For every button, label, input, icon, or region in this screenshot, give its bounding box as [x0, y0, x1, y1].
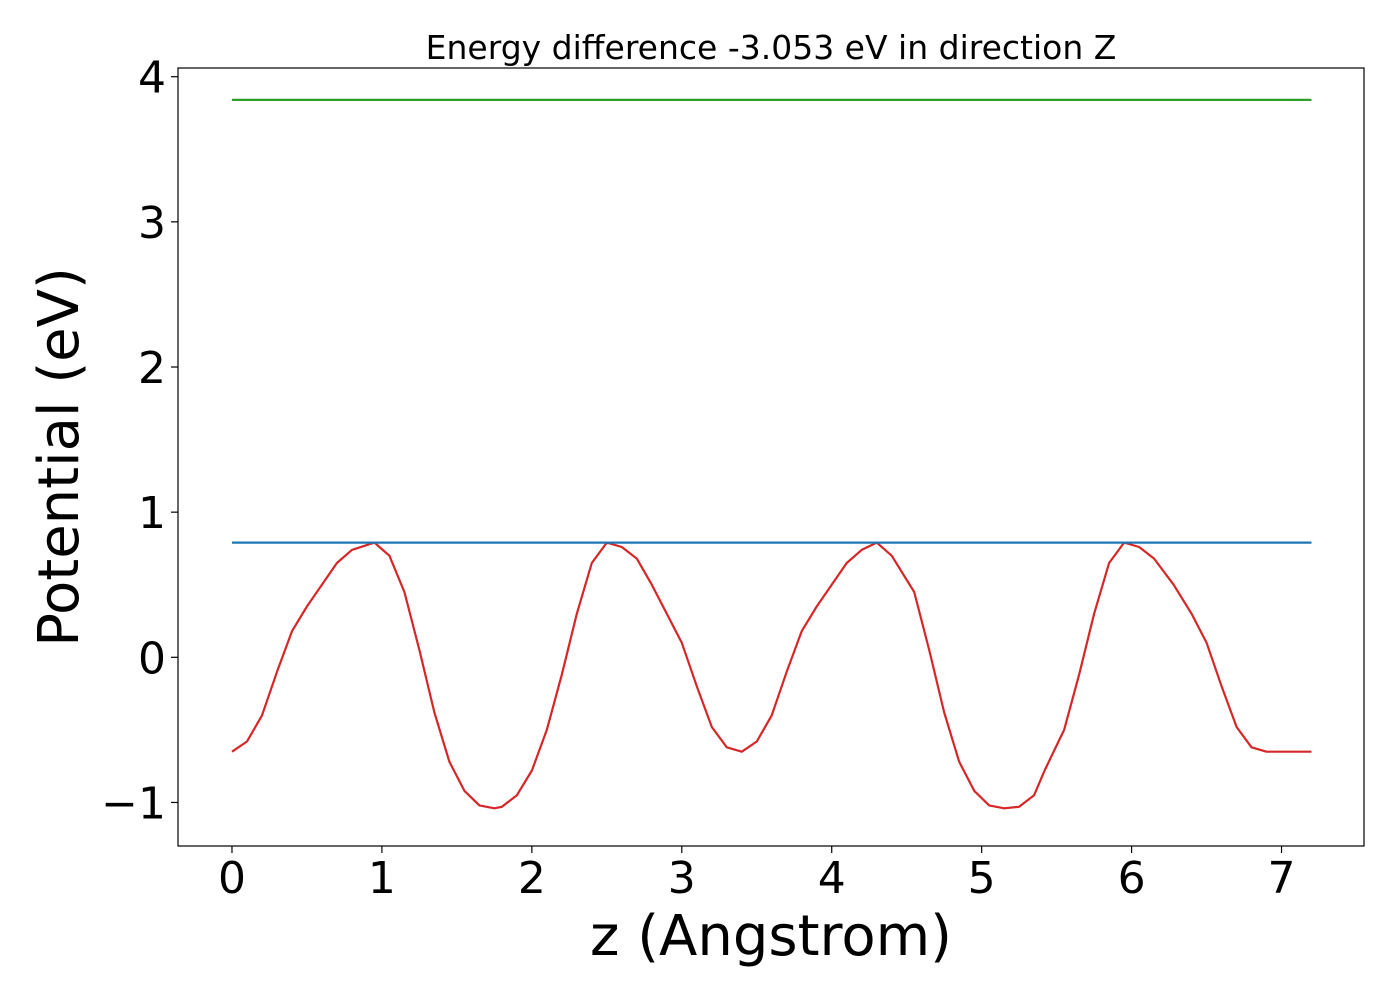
x-tick-label: 6 — [1118, 853, 1146, 904]
x-tick-label: 7 — [1268, 853, 1296, 904]
y-tick-label: 3 — [138, 198, 166, 249]
plot-area — [177, 67, 1365, 847]
x-tick-label: 0 — [218, 853, 246, 904]
x-tick-label: 1 — [368, 853, 396, 904]
x-axis-label: z (Angstrom) — [590, 904, 952, 969]
x-tick-label: 4 — [818, 853, 846, 904]
x-tick-label: 5 — [968, 853, 996, 904]
y-tick-label: 4 — [138, 53, 166, 104]
y-tick-label: 0 — [138, 633, 166, 684]
chart-title: Energy difference -3.053 eV in direction… — [426, 28, 1117, 67]
y-tick-label: −1 — [101, 778, 166, 829]
x-tick-label: 2 — [518, 853, 546, 904]
axes-frame — [177, 67, 1365, 847]
series-line-1 — [231, 541, 1312, 810]
y-tick-label: 2 — [138, 343, 166, 394]
x-axis-ticks: 0 1 2 3 4 5 6 7 — [218, 846, 1296, 904]
series-layer — [231, 98, 1312, 810]
x-tick-label: 3 — [668, 853, 696, 904]
y-axis-ticks: −1 0 1 2 3 4 — [101, 53, 178, 829]
y-tick-label: 1 — [138, 488, 166, 539]
y-axis-label: Potential (eV) — [27, 267, 92, 647]
